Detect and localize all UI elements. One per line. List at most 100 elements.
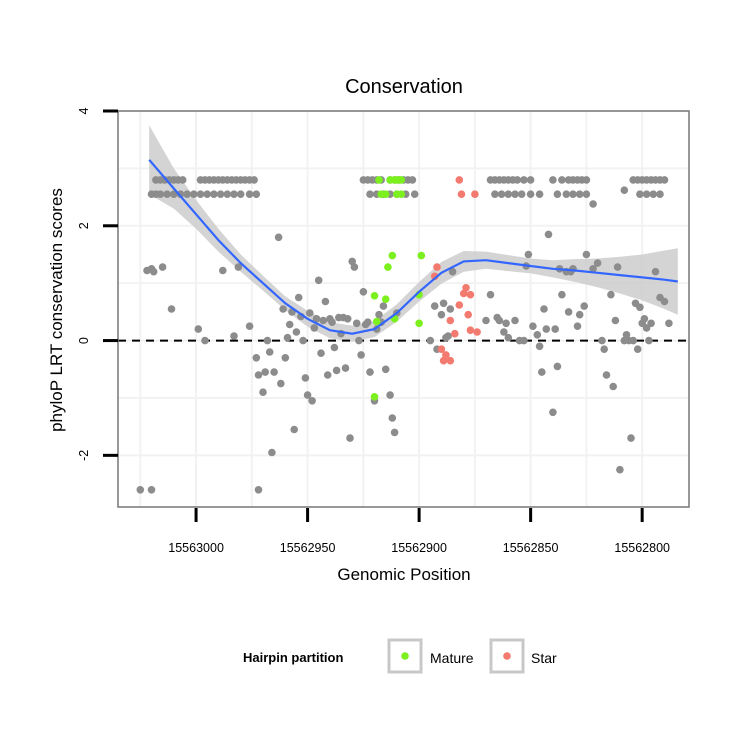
data-point-other <box>290 425 299 434</box>
data-point-star <box>446 316 455 325</box>
data-point-mature <box>397 176 406 184</box>
data-point-other <box>268 448 276 457</box>
data-point-star <box>466 326 475 335</box>
legend-dot-star <box>503 652 511 660</box>
data-point-other <box>526 190 535 198</box>
data-point-other <box>379 302 388 310</box>
data-point-star <box>442 351 450 359</box>
data-point-other <box>259 388 267 397</box>
data-point-other <box>629 336 637 345</box>
data-point-other <box>314 276 323 285</box>
data-point-other <box>562 190 571 198</box>
data-point-other <box>203 190 211 198</box>
data-point-other <box>520 176 528 184</box>
y-axis-title: phyloP LRT conservation scores <box>47 188 66 432</box>
data-point-other <box>355 336 363 345</box>
data-point-other <box>520 336 528 345</box>
data-point-other <box>607 290 615 299</box>
data-point-other <box>580 302 588 310</box>
y-tick-label: 2 <box>77 222 91 229</box>
x-tick-label: 15562850 <box>503 541 559 555</box>
data-point-other <box>163 190 171 198</box>
data-point-other <box>620 186 629 194</box>
legend-title: Hairpin partition <box>243 650 343 665</box>
data-point-mature <box>388 251 397 260</box>
data-point-other <box>270 368 278 376</box>
data-point-other <box>622 331 631 339</box>
data-point-other <box>236 190 245 198</box>
data-point-other <box>343 315 352 323</box>
data-point-other <box>482 316 490 325</box>
data-point-other <box>230 190 238 198</box>
data-point-other <box>627 434 635 442</box>
data-point-other <box>245 190 254 198</box>
data-point-mature <box>381 190 390 198</box>
smooth-line-group <box>148 159 678 335</box>
y-tick-label: -2 <box>77 450 91 461</box>
data-point-other <box>245 322 254 331</box>
legend: Hairpin partition Mature Star <box>243 638 557 674</box>
data-point-other <box>616 465 624 474</box>
data-point-other <box>573 322 582 331</box>
data-point-star <box>462 284 470 292</box>
data-point-other <box>366 368 374 376</box>
data-point-other <box>497 190 506 198</box>
data-point-other <box>359 288 368 296</box>
data-point-star <box>451 329 459 338</box>
data-point-star <box>455 301 464 309</box>
data-point-other <box>156 190 165 198</box>
axes: 4 2 0 -2 15563000 15562950 15562900 15562850 155… <box>77 107 670 555</box>
data-point-other <box>375 310 383 319</box>
data-point-other <box>201 336 209 345</box>
data-point-other <box>533 331 542 339</box>
data-point-other <box>178 176 187 184</box>
data-point-other <box>502 319 510 328</box>
data-point-star <box>464 310 473 319</box>
x-tick-label: 15562900 <box>391 541 447 555</box>
smooth-fit-line <box>148 159 678 335</box>
data-point-other <box>500 328 508 336</box>
data-point-other <box>551 325 559 333</box>
data-point-mature <box>370 292 379 300</box>
data-point-other <box>196 190 205 198</box>
data-point-other <box>283 333 292 342</box>
data-point-other <box>511 190 519 198</box>
data-point-star <box>455 176 464 184</box>
data-point-other <box>602 371 611 379</box>
series-star <box>430 176 481 365</box>
data-point-other <box>665 319 673 328</box>
data-point-mature <box>417 251 426 260</box>
data-point-other <box>444 332 452 340</box>
data-point-other <box>558 176 566 184</box>
data-point-mature <box>384 263 392 271</box>
data-point-other <box>303 391 312 399</box>
data-point-other <box>223 190 232 198</box>
data-point-other <box>301 374 310 382</box>
data-point-other <box>544 230 553 239</box>
data-point-other <box>598 336 606 345</box>
data-point-other <box>553 190 562 198</box>
data-point-other <box>569 190 577 198</box>
data-point-other <box>649 190 658 198</box>
data-point-other <box>261 368 270 376</box>
data-point-other <box>352 319 361 328</box>
data-point-other <box>252 190 261 198</box>
plot-panel-border <box>117 110 690 508</box>
data-point-other <box>312 315 321 323</box>
data-point-other <box>328 318 336 327</box>
data-point-other <box>542 325 551 333</box>
data-point-other <box>600 345 608 354</box>
data-point-other <box>448 267 457 276</box>
data-point-other <box>589 200 597 208</box>
data-point-other <box>136 486 145 494</box>
data-point-other <box>582 190 591 198</box>
data-point-other <box>446 305 455 313</box>
data-point-other <box>535 342 544 351</box>
data-point-other <box>575 310 584 319</box>
data-point-other <box>437 310 446 319</box>
data-point-other <box>609 382 617 391</box>
data-point-other <box>219 266 227 275</box>
confidence-ribbon <box>149 125 678 342</box>
data-point-other <box>575 190 584 198</box>
